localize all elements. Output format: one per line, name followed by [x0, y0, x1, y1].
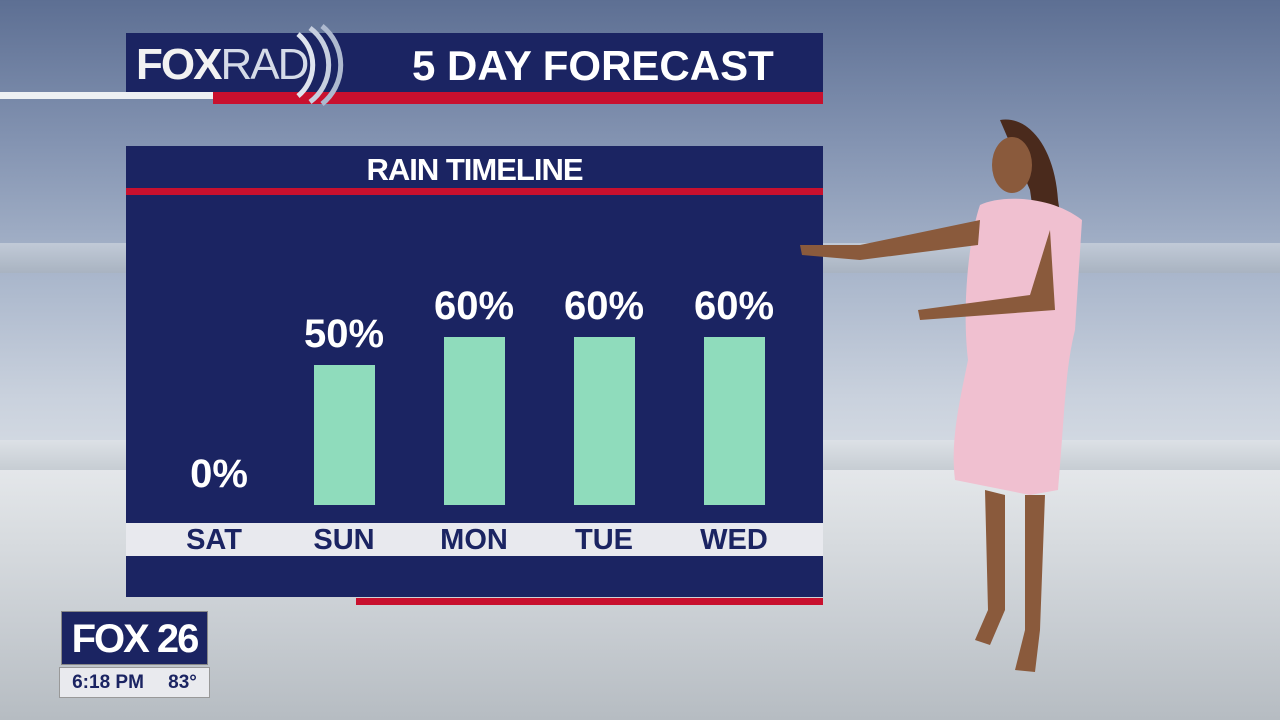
day-label-strip — [126, 523, 823, 556]
time-temp-bar: 6:18 PM 83° — [59, 667, 210, 698]
radar-waves-icon — [296, 24, 344, 106]
page-title: 5 DAY FORECAST — [412, 42, 774, 89]
data-label: 50% — [303, 312, 385, 356]
day-label: SAT — [186, 524, 242, 556]
bar-tue — [574, 337, 635, 505]
clock-time: 6:18 PM — [72, 671, 144, 693]
data-label: 60% — [693, 284, 775, 328]
day-label: MON — [440, 524, 508, 556]
day-label: WED — [700, 524, 768, 556]
panel-red-stripe — [126, 188, 823, 195]
panel-bottom-stripe — [356, 598, 823, 605]
fox26-logo: FOX 26 — [61, 611, 208, 665]
foxrad-logo: FOXRAD — [136, 40, 309, 89]
bar-mon — [444, 337, 505, 505]
day-label: TUE — [575, 524, 633, 556]
bar-wed — [704, 337, 765, 505]
temperature: 83° — [168, 671, 197, 693]
header-white-stripe — [0, 92, 213, 99]
data-label: 60% — [563, 284, 645, 328]
panel-title: RAIN TIMELINE — [366, 152, 583, 187]
bar-sun — [314, 365, 375, 505]
presenter — [800, 119, 1082, 672]
header-bar — [126, 33, 823, 92]
data-label: 60% — [433, 284, 515, 328]
day-label: SUN — [313, 524, 375, 556]
data-label: 0% — [190, 452, 248, 496]
header-red-stripe — [213, 92, 823, 104]
